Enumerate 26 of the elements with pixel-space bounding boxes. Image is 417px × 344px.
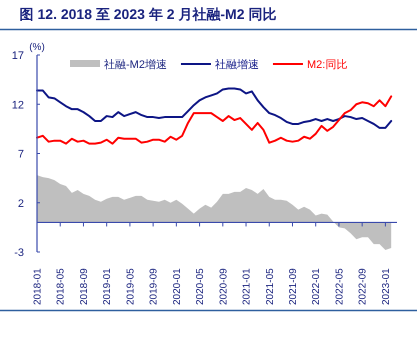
- legend-label: 社融增速: [214, 58, 259, 71]
- x-tick-label: 2020-09: [218, 268, 230, 305]
- y-tick-label: 7: [18, 148, 24, 160]
- y-tick-label: 17: [12, 50, 24, 62]
- x-tick-label: 2020-01: [172, 268, 183, 305]
- x-tick-label: 2022-05: [334, 268, 346, 305]
- x-tick-label: 2018-09: [78, 268, 90, 305]
- x-tick-label: 2022-01: [311, 268, 322, 305]
- x-tick-label: 2021-09: [288, 268, 299, 305]
- y-tick-label: 2: [18, 198, 24, 210]
- y-tick-label: -3: [14, 247, 24, 259]
- x-tick-label: 2020-05: [195, 268, 206, 305]
- legend-label: M2:同比: [306, 58, 348, 71]
- x-tick-label: 2023-01: [380, 268, 392, 305]
- x-tick-label: 2021-01: [242, 268, 253, 305]
- x-tick-label: 2018-01: [32, 268, 44, 305]
- x-tick-label: 2018-05: [56, 268, 67, 305]
- x-tick-label: 2019-09: [148, 268, 160, 305]
- x-tick-label: 2019-01: [102, 268, 114, 305]
- x-tick-label: 2019-05: [125, 268, 136, 305]
- x-tick-label: 2022-09: [358, 268, 369, 305]
- y-axis-title: (%): [29, 42, 45, 53]
- x-tick-label: 2021-05: [264, 268, 276, 305]
- legend-label: 社融-M2增速: [104, 58, 167, 71]
- y-tick-label: 12: [12, 99, 24, 112]
- chart-title: 图 12. 2018 至 2023 年 2 月社融-M2 同比: [20, 6, 276, 22]
